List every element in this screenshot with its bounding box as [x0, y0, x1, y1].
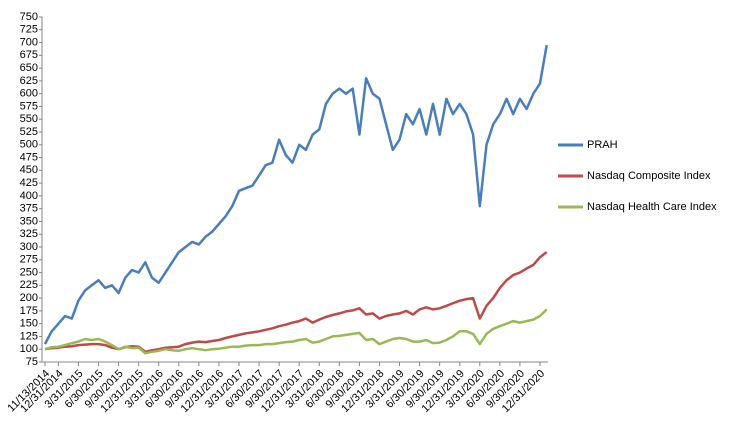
y-tick-label: 525	[20, 126, 38, 138]
y-tick-label: 75	[26, 356, 38, 368]
y-tick-label: 225	[20, 279, 38, 291]
y-tick-label: 250	[20, 266, 38, 278]
y-tick-label: 350	[20, 215, 38, 227]
y-tick-label: 100	[20, 343, 38, 355]
legend-label: Nasdaq Composite Index	[587, 170, 711, 182]
y-tick-label: 275	[20, 254, 38, 266]
y-tick-label: 425	[20, 177, 38, 189]
legend-label: Nasdaq Health Care Index	[587, 201, 717, 213]
series-line	[44, 251, 548, 354]
y-tick-label: 675	[20, 49, 38, 61]
y-tick-label: 725	[20, 24, 38, 36]
y-tick-label: 475	[20, 151, 38, 163]
y-tick-label: 500	[20, 139, 38, 151]
legend-label: PRAH	[587, 139, 618, 151]
y-tick-label: 450	[20, 164, 38, 176]
y-tick-label: 625	[20, 75, 38, 87]
series-line	[44, 308, 548, 355]
y-tick-label: 300	[20, 241, 38, 253]
y-tick-label: 200	[20, 292, 38, 304]
y-tick-label: 700	[20, 36, 38, 48]
y-tick-label: 650	[20, 62, 38, 74]
y-tick-label: 375	[20, 203, 38, 215]
y-tick-label: 575	[20, 100, 38, 112]
series-line	[43, 44, 548, 345]
y-tick-label: 125	[20, 330, 38, 342]
y-tick-label: 175	[20, 305, 38, 317]
y-tick-label: 600	[20, 88, 38, 100]
y-tick-label: 150	[20, 318, 38, 330]
y-tick-label: 400	[20, 190, 38, 202]
y-tick-label: 325	[20, 228, 38, 240]
y-tick-label: 550	[20, 113, 38, 125]
y-tick-label: 750	[20, 11, 38, 23]
